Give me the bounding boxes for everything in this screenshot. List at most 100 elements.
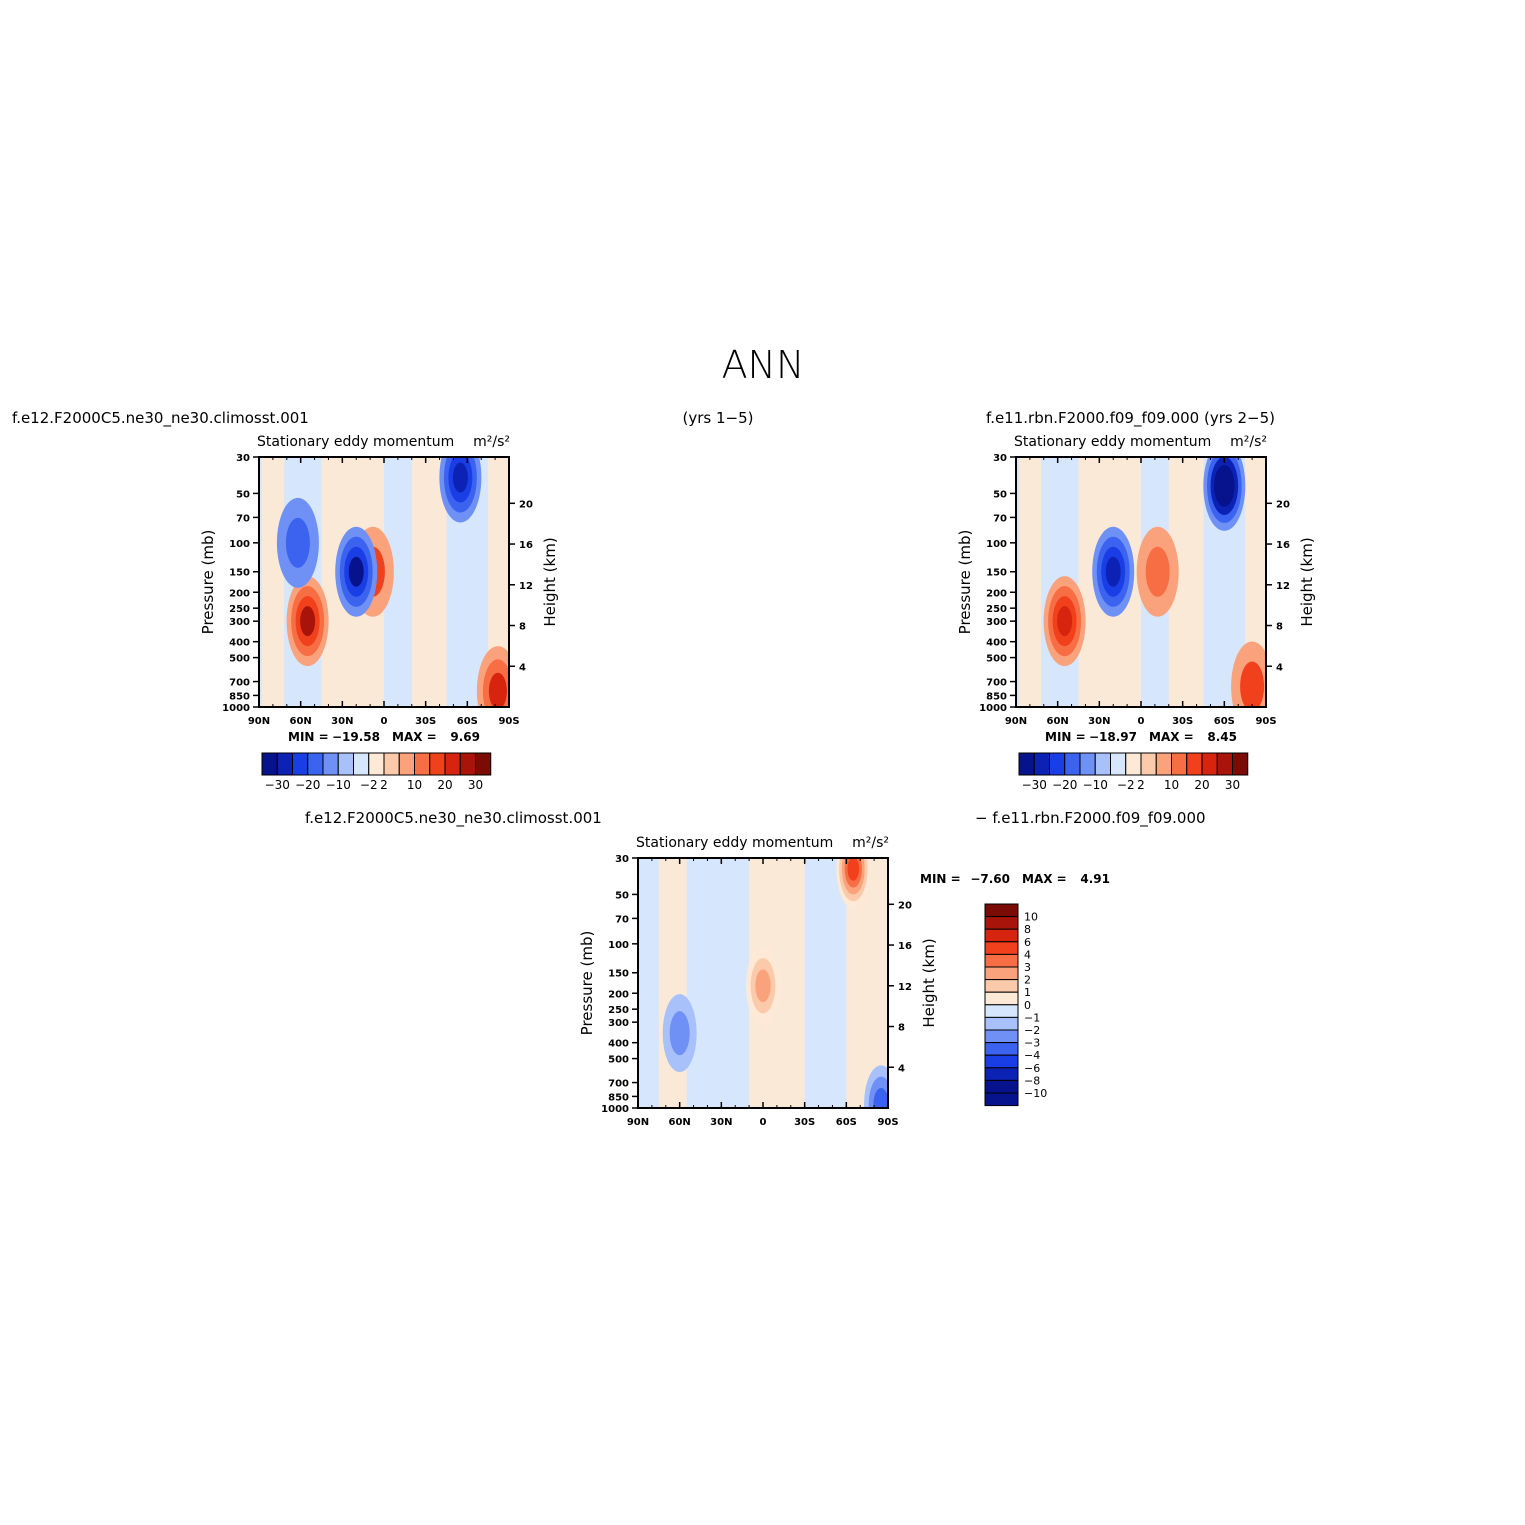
case2-ytick-label: 300 bbox=[986, 617, 1007, 628]
case1-ytick-label: 400 bbox=[229, 638, 250, 649]
case1-xtick-label: 90N bbox=[248, 716, 270, 727]
diff-xtick-label: 60N bbox=[669, 1117, 691, 1128]
case1-colorbar-box bbox=[276, 752, 293, 776]
diff-colorbar-box bbox=[984, 979, 1019, 993]
diff-colorbar-label: −10 bbox=[1024, 1087, 1047, 1100]
case2-ytick-label: 50 bbox=[993, 489, 1007, 500]
diff-colorbar-box bbox=[984, 991, 1019, 1006]
case2-min: −18.97 bbox=[1089, 730, 1137, 744]
diff-colorbar-box bbox=[984, 966, 1019, 981]
case1-plot: 90N 60N 30N 0 30S 60S 90S 30 50 70 100 150 200 250 300… bbox=[199, 453, 559, 792]
case2-ytick-label: 30 bbox=[993, 453, 1007, 464]
diff-ytick-label: 850 bbox=[608, 1092, 629, 1103]
case1-min-label: MIN = bbox=[288, 730, 329, 744]
case2-ytick-label: 100 bbox=[986, 539, 1007, 550]
case2-colorbar-box bbox=[1171, 752, 1188, 776]
diff-colorbar-label: 0 bbox=[1024, 999, 1031, 1012]
case1-ytick-label: 300 bbox=[229, 617, 250, 628]
case1-colorbar-label: 30 bbox=[468, 778, 483, 792]
diff-colorbar-box bbox=[984, 1092, 1019, 1107]
case1-max: 9.69 bbox=[450, 730, 480, 744]
case1-colorbar-box bbox=[383, 752, 400, 776]
case2-height-tick-label: 20 bbox=[1276, 499, 1290, 510]
diff-ytick-label: 400 bbox=[608, 1039, 629, 1050]
diff-colorbar-label: 8 bbox=[1024, 923, 1031, 936]
diff-ylabel-right: Height (km) bbox=[920, 938, 938, 1027]
diff-colorbar-label: 1 bbox=[1024, 986, 1031, 999]
case2-colorbar-label: 20 bbox=[1194, 778, 1209, 792]
case1-colorbar-box bbox=[261, 752, 278, 776]
diff-height-tick-label: 8 bbox=[898, 1023, 905, 1034]
case1-min: −19.58 bbox=[332, 730, 380, 744]
diff-colorbar-box bbox=[984, 928, 1019, 943]
case2-ytick-label: 1000 bbox=[979, 703, 1007, 714]
case2-xtick-label: 60N bbox=[1047, 716, 1069, 727]
case2-xtick-label: 0 bbox=[1138, 716, 1145, 727]
case1-height-tick-label: 16 bbox=[519, 540, 533, 551]
diff-colorbar-label: 4 bbox=[1024, 948, 1031, 961]
case2-feature-1-level-1 bbox=[1145, 546, 1170, 597]
case1-colorbar-box bbox=[322, 752, 339, 776]
diff-colorbar-box bbox=[984, 916, 1019, 930]
case2-xtick-label: 60S bbox=[1214, 716, 1235, 727]
case1-years: (yrs 1−5) bbox=[683, 409, 754, 427]
case2-colorbar-box bbox=[1094, 752, 1111, 776]
diff-colorbar-box bbox=[984, 941, 1019, 955]
case1-feature-5-level-2 bbox=[488, 672, 507, 707]
case1-ytick-label: 700 bbox=[229, 678, 250, 689]
case2-xtick-label: 30N bbox=[1088, 716, 1110, 727]
diff-feature-0-level-4 bbox=[847, 858, 860, 881]
case2-colorbar-box bbox=[1186, 752, 1203, 776]
diff-colorbar-box bbox=[984, 1004, 1019, 1018]
case2-colorbar-label: −30 bbox=[1022, 778, 1047, 792]
diff-colorbar-label: −1 bbox=[1024, 1011, 1040, 1024]
case2-xtick-label: 30S bbox=[1172, 716, 1193, 727]
case1-xtick-label: 0 bbox=[381, 716, 388, 727]
case2-feature-0-level-3 bbox=[1057, 606, 1073, 637]
diff-height-tick-label: 20 bbox=[898, 900, 912, 911]
diff-ytick-label: 50 bbox=[615, 890, 629, 901]
diff-colorbar-label: 2 bbox=[1024, 974, 1031, 987]
case1-ytick-label: 500 bbox=[229, 654, 250, 665]
case1-max-label: MAX = bbox=[392, 730, 437, 744]
case2-ytick-label: 850 bbox=[986, 691, 1007, 702]
case2-max: 8.45 bbox=[1207, 730, 1237, 744]
diff-ytick-label: 300 bbox=[608, 1018, 629, 1029]
case2-colorbar-box bbox=[1140, 752, 1157, 776]
diff-plot: 90N 60N 30N 0 30S 60S 90S305070100150200250300… bbox=[578, 854, 1047, 1128]
diff-ytick-label: 30 bbox=[615, 854, 629, 865]
case1-xtick-label: 30N bbox=[331, 716, 353, 727]
case2-feature-4-level-1 bbox=[1240, 661, 1265, 707]
case2-ytick-label: 200 bbox=[986, 588, 1007, 599]
diff-ytick-label: 200 bbox=[608, 989, 629, 1000]
diff-min: −7.60 bbox=[970, 872, 1010, 886]
case1-feature-0-level-3 bbox=[300, 606, 316, 637]
case2-colorbar-label: −10 bbox=[1083, 778, 1108, 792]
case1-xtick-label: 30S bbox=[415, 716, 436, 727]
case1-ylabel-left: Pressure (mb) bbox=[199, 530, 217, 635]
diff-ytick-label: 500 bbox=[608, 1055, 629, 1066]
case2-height-tick-label: 16 bbox=[1276, 540, 1290, 551]
case2-colorbar-box bbox=[1125, 752, 1142, 776]
diff-colorbar-label: −8 bbox=[1024, 1074, 1040, 1087]
case1-ytick-label: 30 bbox=[236, 453, 250, 464]
case2-xtick-label: 90S bbox=[1255, 716, 1276, 727]
diff-xtick-label: 30S bbox=[794, 1117, 815, 1128]
case1-colorbar-box bbox=[444, 752, 461, 776]
diff-xtick-label: 30N bbox=[710, 1117, 732, 1128]
diff-colorbar-box bbox=[984, 1067, 1019, 1081]
case1-colorbar-label: −30 bbox=[265, 778, 290, 792]
diff-units: m²/s² bbox=[852, 835, 889, 851]
case1-colorbar-box bbox=[398, 752, 415, 776]
case1-ytick-label: 1000 bbox=[222, 703, 250, 714]
plot-layer: 90N 60N 30N 0 30S 60S 90S305070100150200250300… bbox=[199, 453, 1316, 1128]
diff-max-label: MAX = bbox=[1022, 872, 1067, 886]
case2-colorbar-box bbox=[1033, 752, 1050, 776]
diff-feature-1-level-2 bbox=[755, 969, 771, 1003]
diff-colorbar-label: −2 bbox=[1024, 1024, 1040, 1037]
case1-colorbar-box bbox=[475, 752, 492, 776]
diff-label-right: − f.e11.rbn.F2000.f09_f09.000 bbox=[975, 809, 1206, 828]
diff-colorbar-label: 6 bbox=[1024, 936, 1031, 949]
case1-height-tick-label: 20 bbox=[519, 499, 533, 510]
case2-height-tick-label: 12 bbox=[1276, 581, 1290, 592]
